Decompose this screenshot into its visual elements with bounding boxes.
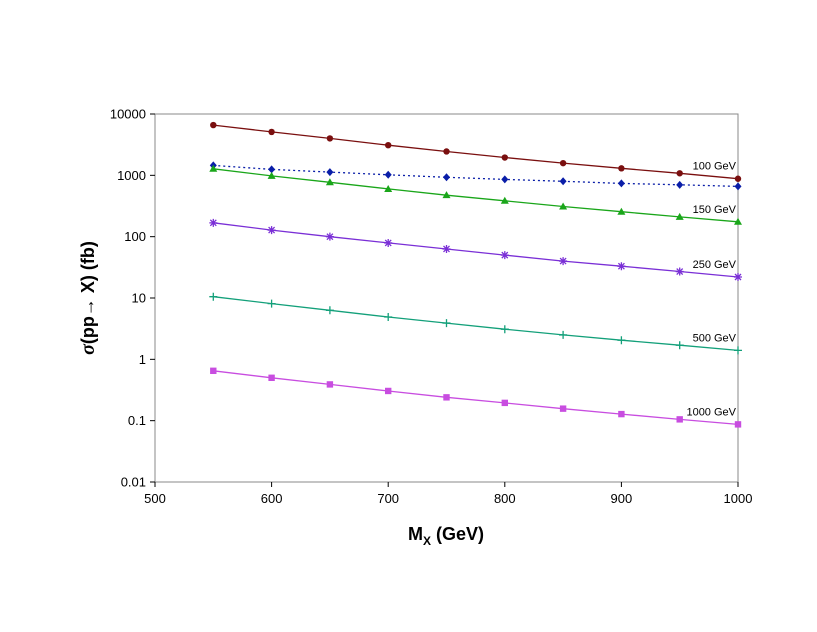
series-150-gev: [209, 164, 742, 225]
data-point: [325, 178, 334, 186]
series-line: [213, 222, 739, 278]
data-point: [326, 168, 334, 177]
series-250-gev: [209, 218, 742, 281]
series-line: [213, 296, 739, 352]
series-label: 250 GeV: [693, 259, 737, 271]
x-tick-label: 800: [494, 491, 516, 506]
data-point: [209, 292, 218, 301]
data-point: [385, 141, 392, 149]
data-point: [734, 346, 742, 355]
series-label: 100 GeV: [693, 161, 737, 173]
data-point: [268, 374, 275, 381]
data-point: [384, 184, 393, 192]
data-point: [559, 202, 568, 210]
x-axis-title: MX (GeV): [408, 524, 484, 548]
data-point: [267, 299, 276, 308]
y-tick-label: 1: [139, 352, 146, 367]
data-point: [734, 175, 742, 182]
y-tick-label: 0.1: [128, 413, 146, 428]
data-point: [559, 330, 568, 339]
x-tick-label: 900: [611, 491, 633, 506]
series-line: [213, 370, 739, 426]
data-point: [676, 416, 683, 423]
y-axis: 0.01 0.1 1 10 100 1000 10000: [110, 107, 155, 490]
data-point: [501, 175, 509, 184]
data-point: [267, 226, 276, 235]
x-tick-label: 1000: [724, 491, 753, 506]
data-point: [268, 165, 276, 174]
data-point: [734, 217, 742, 225]
series-label: 500 GeV: [693, 332, 737, 344]
series-1000-gev: [210, 367, 742, 428]
data-point: [676, 180, 684, 189]
series-500-gev: [209, 292, 742, 355]
x-tick-label: 600: [261, 491, 283, 506]
data-point: [617, 336, 626, 345]
series-line: [213, 124, 739, 180]
data-point: [618, 410, 625, 418]
data-point: [209, 218, 218, 227]
data-point: [675, 267, 684, 276]
data-point: [325, 306, 334, 315]
data-point: [442, 191, 451, 199]
data-point: [675, 341, 684, 350]
data-point: [618, 165, 625, 172]
series-100-gev: [210, 121, 742, 182]
data-point: [385, 387, 392, 395]
data-point: [325, 232, 334, 241]
series-labels: 100 GeV 150 GeV 250 GeV 500 GeV 1000 GeV: [686, 161, 736, 419]
data-point: [617, 262, 626, 271]
data-point: [326, 135, 334, 142]
data-point: [210, 121, 217, 129]
data-point: [500, 251, 509, 260]
data-point: [326, 381, 334, 388]
x-tick-label: 700: [377, 491, 399, 506]
data-point: [209, 164, 218, 172]
data-point: [443, 148, 450, 155]
y-axis-title: σ(pp→ X) (fb): [77, 241, 99, 355]
data-point: [617, 207, 626, 215]
y-tick-label: 100: [124, 229, 146, 244]
data-point: [500, 325, 509, 334]
data-point: [443, 173, 450, 182]
series-label: 150 GeV: [693, 204, 737, 216]
series-label: 1000 GeV: [686, 406, 736, 418]
data-point: [617, 179, 625, 188]
data-point: [442, 319, 451, 328]
data-point: [268, 128, 275, 136]
data-point: [734, 182, 742, 191]
series-layer: [209, 121, 742, 428]
series-dotted: [209, 161, 742, 191]
data-point: [267, 171, 276, 179]
data-point: [734, 272, 742, 281]
data-point: [384, 170, 392, 179]
data-point: [384, 238, 393, 247]
data-point: [384, 313, 393, 322]
data-point: [559, 177, 567, 186]
data-point: [675, 212, 684, 220]
y-tick-label: 1000: [117, 168, 146, 183]
data-point: [676, 170, 683, 177]
plot-area: [154, 113, 739, 483]
data-point: [501, 154, 508, 161]
x-axis: 500 600 700 800 900 1000: [144, 482, 752, 506]
data-point: [559, 257, 568, 266]
y-tick-label: 10: [132, 291, 146, 306]
data-point: [501, 399, 508, 407]
x-tick-label: 500: [144, 491, 166, 506]
data-point: [500, 196, 509, 204]
y-tick-label: 10000: [110, 107, 146, 122]
data-point: [443, 394, 450, 401]
data-point: [559, 159, 567, 167]
data-point: [559, 405, 567, 412]
data-point: [210, 367, 217, 375]
data-point: [442, 244, 451, 253]
y-tick-label: 0.01: [121, 475, 146, 490]
series-line: [213, 168, 739, 223]
data-point: [734, 421, 742, 428]
